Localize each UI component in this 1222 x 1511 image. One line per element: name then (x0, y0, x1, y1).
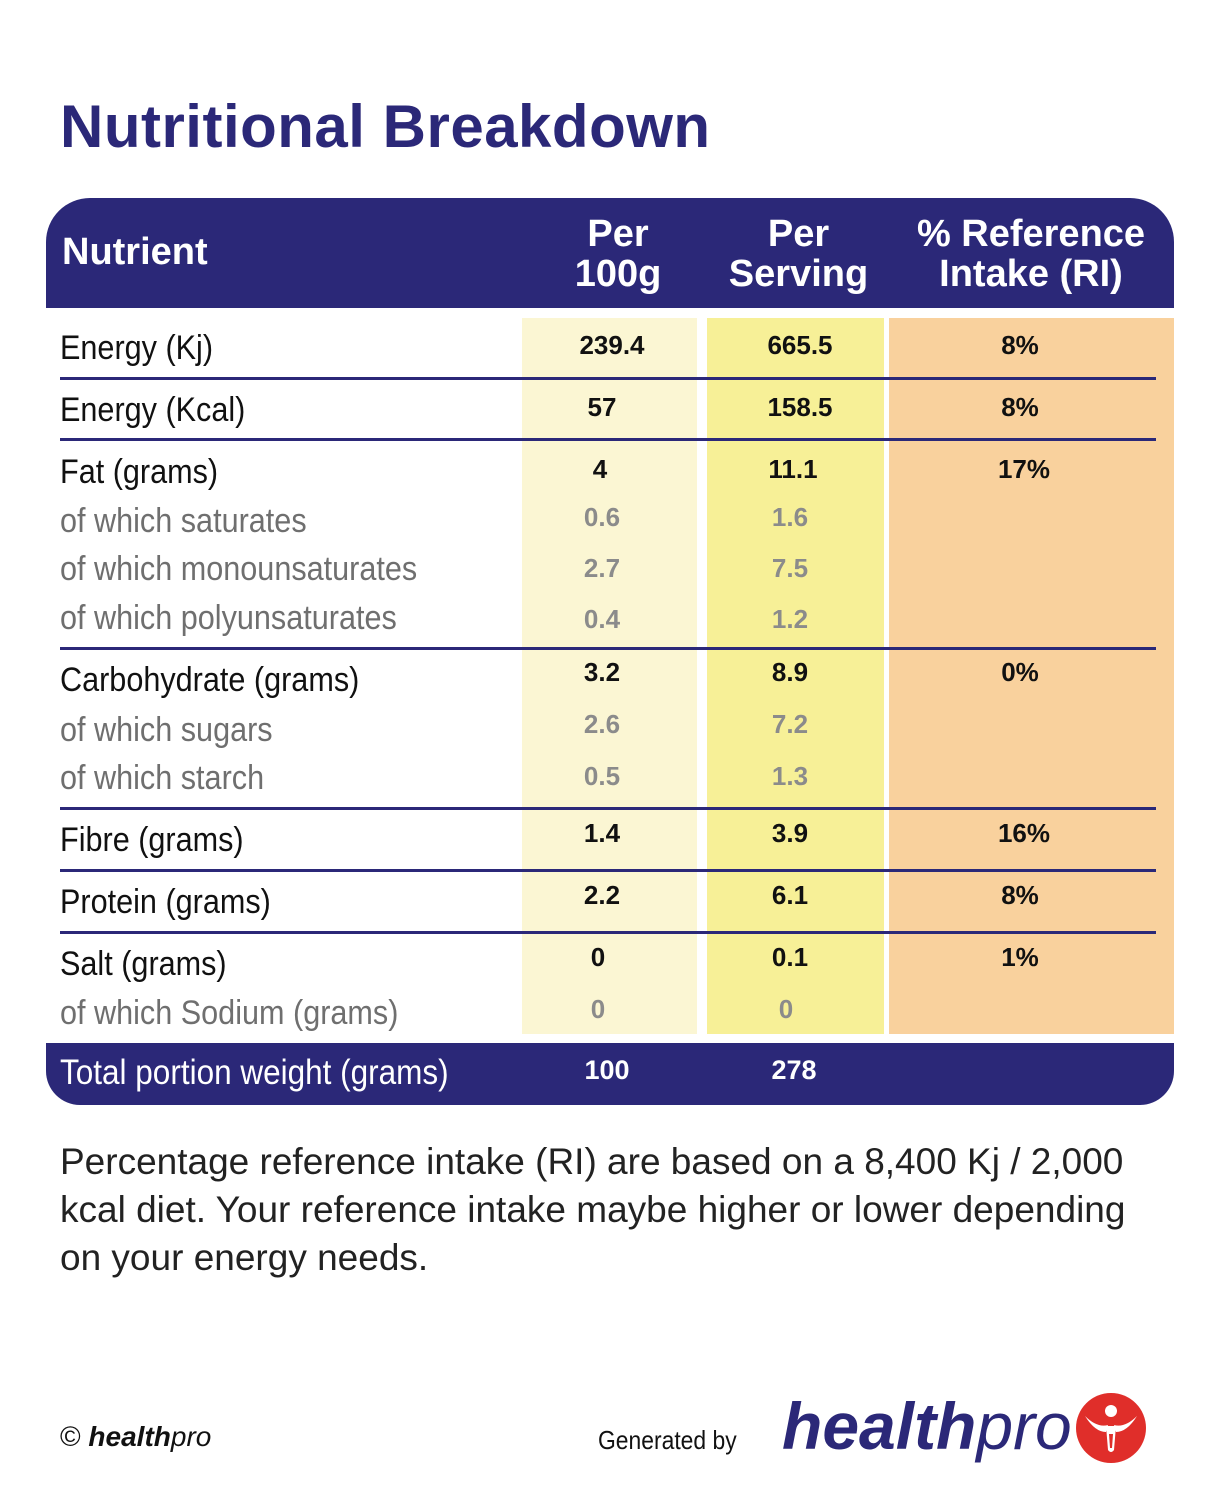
monounsaturates-per-100g: 2.7 (583, 553, 621, 583)
row-label-energy-kcal: Energy (Kcal) (60, 391, 246, 429)
carbohydrate-per-serving: 8.9 (771, 657, 809, 687)
fat-per-serving: 11.1 (768, 454, 818, 484)
polyunsaturates-per-100g: 0.4 (583, 604, 621, 634)
protein-per-100g: 2.2 (583, 880, 621, 910)
starch-per-100g: 0.5 (583, 761, 621, 791)
saturates-per-serving: 1.6 (771, 502, 809, 532)
header-reference-intake: % Reference Intake (RI) (891, 214, 1171, 294)
row-label-energy-kj: Energy (Kj) (60, 329, 214, 367)
fibre-ri: 16% (997, 818, 1051, 848)
header-per-100g-line1: Per (587, 213, 649, 255)
page-title: Nutritional Breakdown (60, 93, 711, 160)
energy-kcal-per-serving: 158.5 (767, 392, 833, 422)
copyright-brand-light: pro (170, 1421, 212, 1452)
header-per-100g: Per 100g (551, 214, 685, 294)
row-label-sugars: of which sugars (60, 711, 273, 749)
protein-ri: 8% (1001, 880, 1039, 910)
total-label: Total portion weight (grams) (60, 1053, 449, 1092)
copyright: © healthpro (60, 1420, 211, 1454)
healthpro-logo-text: healthpro (782, 1388, 1072, 1464)
row-label-starch: of which starch (60, 759, 265, 797)
fat-ri: 17% (997, 454, 1051, 484)
per-100g-column-bg (522, 318, 697, 1034)
salt-per-serving: 0.1 (771, 942, 809, 972)
row-divider (60, 438, 1156, 441)
salt-ri: 1% (1001, 942, 1039, 972)
fibre-per-100g: 1.4 (583, 818, 621, 848)
copyright-brand-bold: health (88, 1421, 171, 1452)
total-per-100g: 100 (584, 1055, 630, 1085)
healthpro-figure-icon (1076, 1393, 1146, 1463)
row-label-monounsaturates: of which monounsaturates (60, 550, 418, 588)
row-label-protein: Protein (grams) (60, 883, 271, 921)
energy-kj-per-serving: 665.5 (767, 330, 833, 360)
starch-per-serving: 1.3 (771, 761, 809, 791)
header-per-serving: Per Serving (716, 214, 881, 294)
row-divider (60, 931, 1156, 934)
energy-kj-per-100g: 239.4 (579, 330, 645, 360)
row-label-carbohydrate: Carbohydrate (grams) (60, 661, 360, 699)
table-header: Nutrient Per 100g Per Serving % Referenc… (46, 198, 1174, 308)
row-divider (60, 377, 1156, 380)
header-reference-intake-line1: % Reference (916, 213, 1146, 255)
carbohydrate-ri: 0% (1001, 657, 1039, 687)
reference-intake-note: Percentage reference intake (RI) are bas… (60, 1141, 1126, 1278)
header-per-100g-line2: 100g (574, 253, 662, 295)
logo-light: pro (976, 1389, 1072, 1463)
total-per-serving: 278 (771, 1055, 817, 1085)
row-label-sodium: of which Sodium (grams) (60, 994, 399, 1032)
reference-intake-column-bg (889, 318, 1174, 1034)
salt-per-100g: 0 (590, 942, 606, 972)
sugars-per-serving: 7.2 (771, 709, 809, 739)
row-label-fat: Fat (grams) (60, 453, 219, 491)
header-reference-intake-line2: Intake (RI) (939, 253, 1123, 295)
row-label-polyunsaturates: of which polyunsaturates (60, 599, 397, 637)
polyunsaturates-per-serving: 1.2 (771, 604, 809, 634)
header-per-serving-line2: Serving (728, 253, 869, 295)
energy-kj-ri: 8% (1001, 330, 1039, 360)
monounsaturates-per-serving: 7.5 (771, 553, 809, 583)
sugars-per-100g: 2.6 (583, 709, 621, 739)
per-serving-column-bg (707, 318, 884, 1034)
row-label-fibre: Fibre (grams) (60, 821, 244, 859)
row-label-salt: Salt (grams) (60, 945, 227, 983)
header-per-serving-line1: Per (767, 213, 830, 255)
sodium-per-serving: 0 (778, 994, 794, 1024)
energy-kcal-ri: 8% (1001, 392, 1039, 422)
copyright-symbol: © (60, 1421, 81, 1452)
saturates-per-100g: 0.6 (583, 502, 621, 532)
logo-bold: health (782, 1389, 977, 1463)
generated-by-label: Generated by (598, 1425, 737, 1455)
energy-kcal-per-100g: 57 (587, 392, 617, 422)
row-divider (60, 647, 1156, 650)
protein-per-serving: 6.1 (771, 880, 809, 910)
fibre-per-serving: 3.9 (771, 818, 809, 848)
sodium-per-100g: 0 (590, 994, 606, 1024)
fat-per-100g: 4 (592, 454, 608, 484)
row-label-saturates: of which saturates (60, 502, 307, 540)
row-divider (60, 869, 1156, 872)
header-nutrient: Nutrient (62, 231, 208, 273)
carbohydrate-per-100g: 3.2 (583, 657, 621, 687)
total-row: Total portion weight (grams) 100 278 (46, 1043, 1174, 1105)
row-divider (60, 807, 1156, 810)
